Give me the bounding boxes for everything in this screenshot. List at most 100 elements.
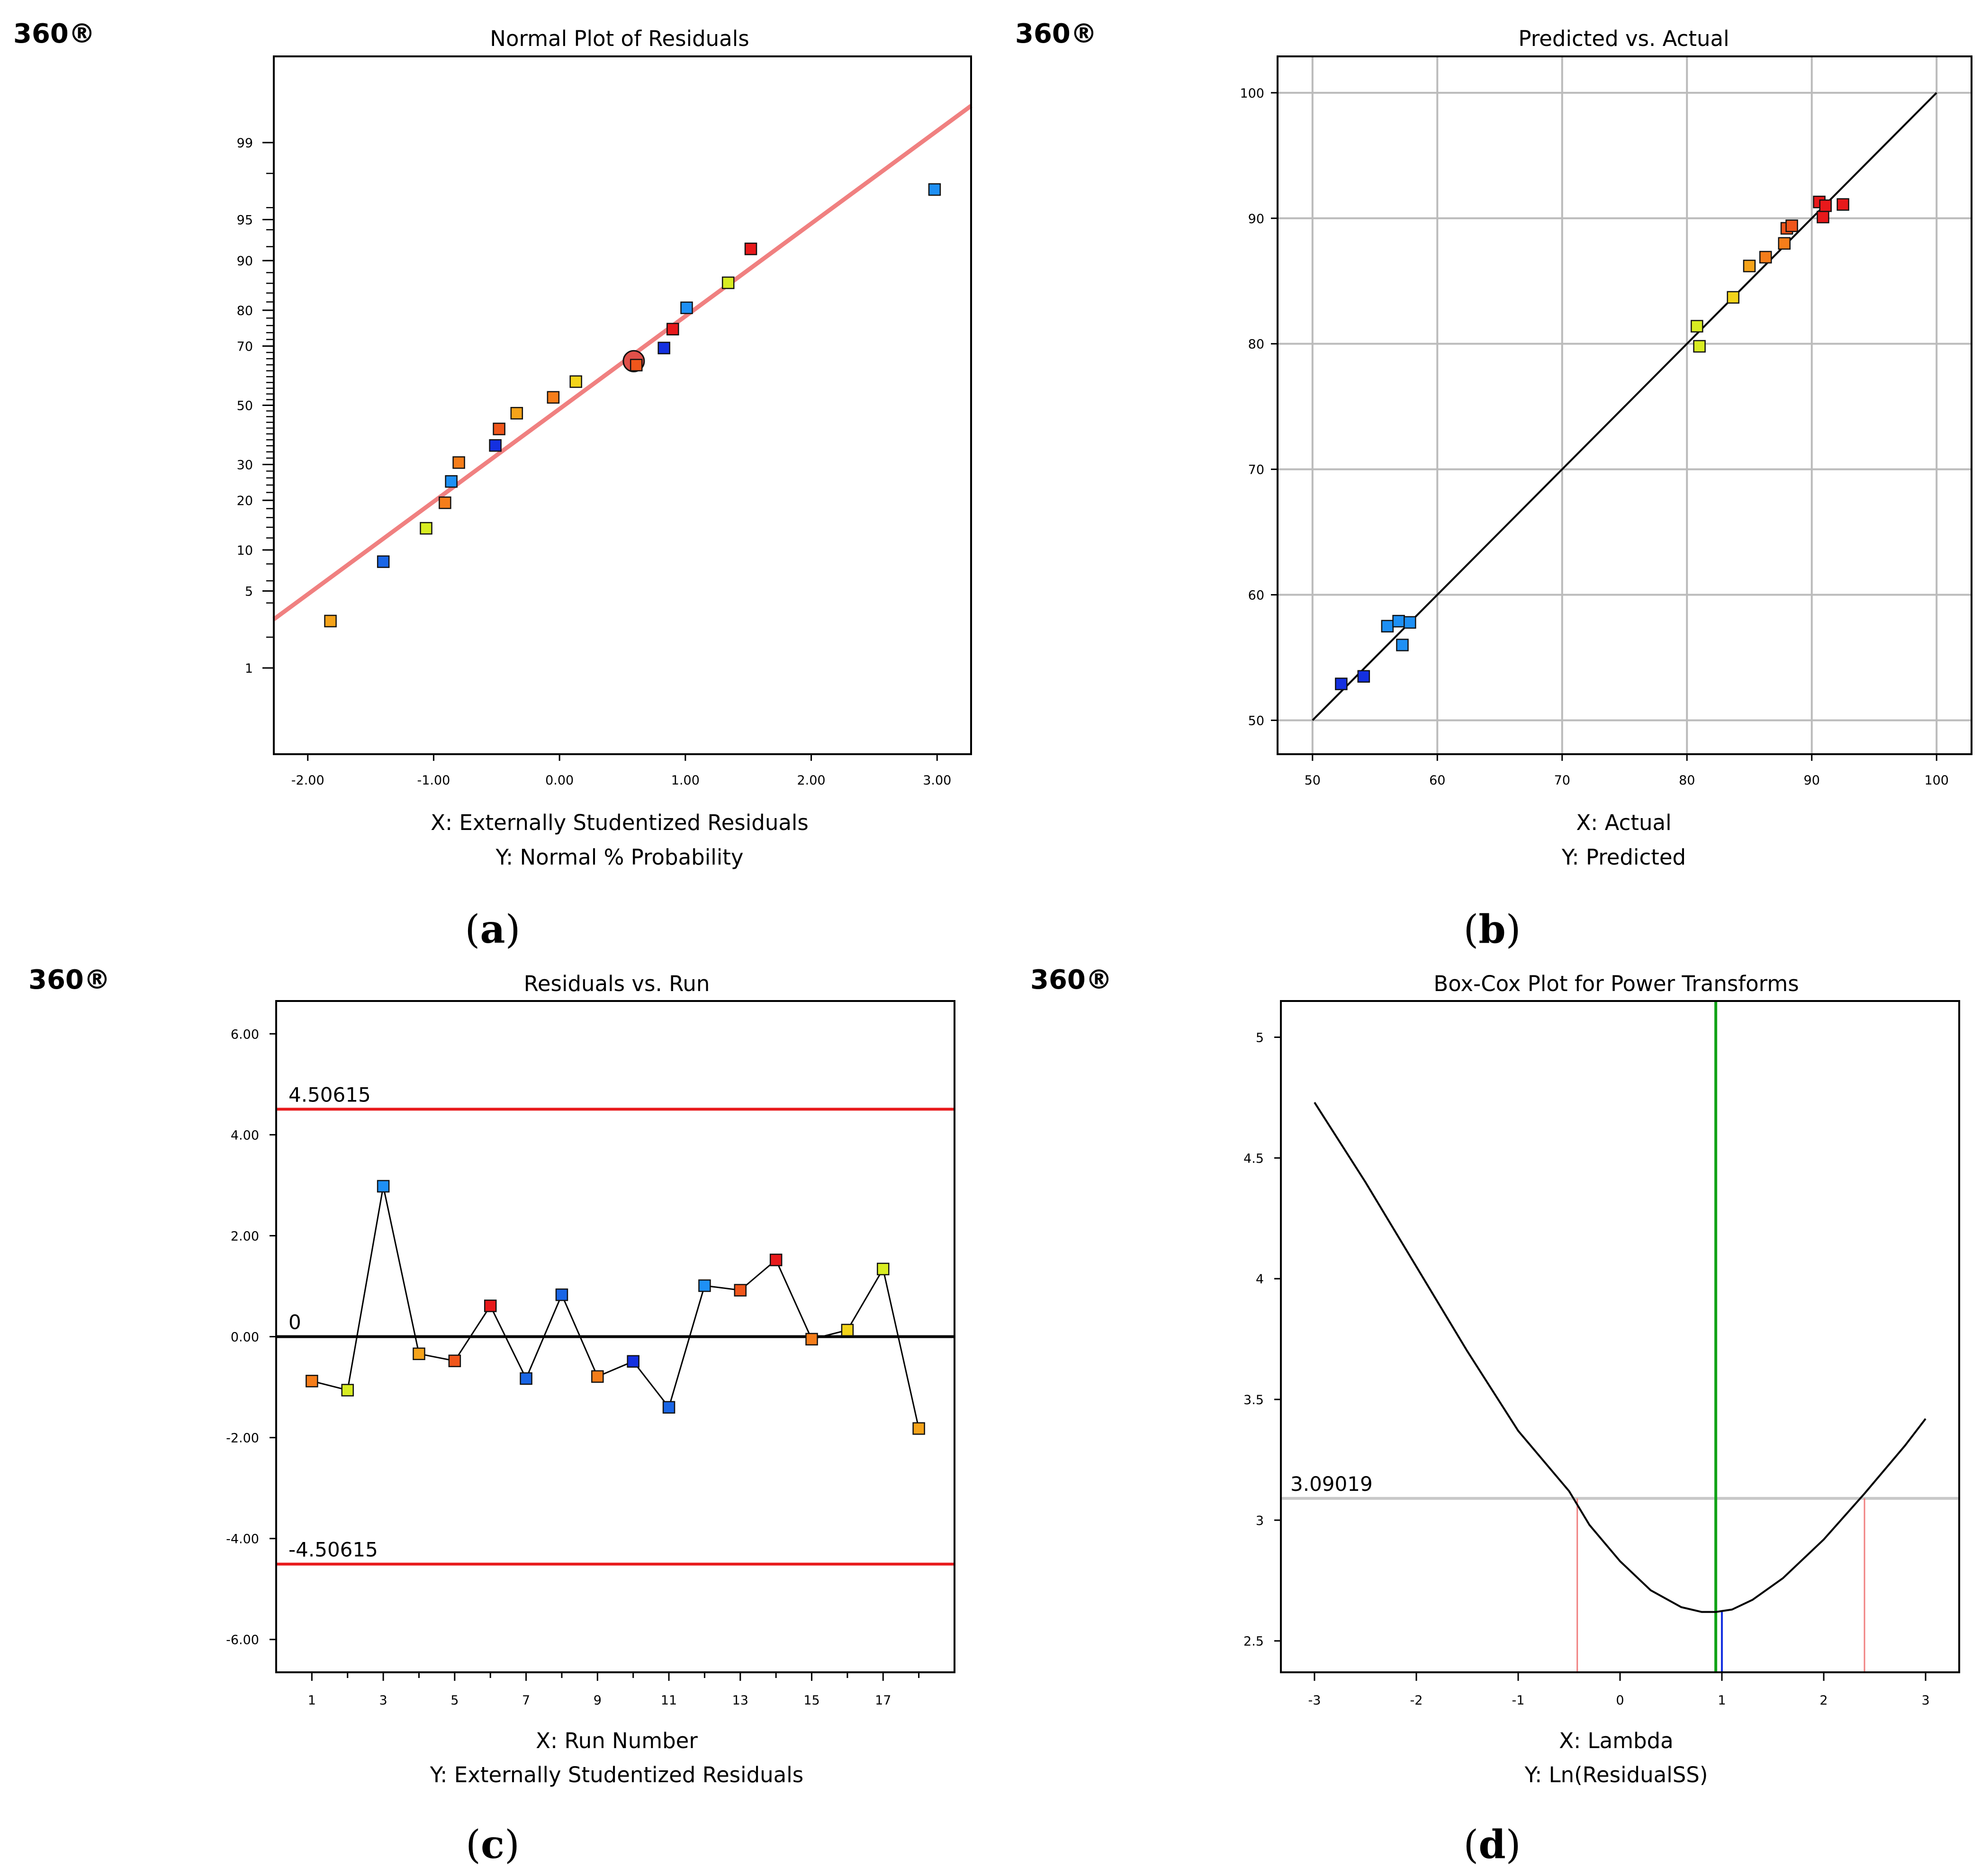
chart-title: Predicted vs. Actual: [1518, 26, 1729, 51]
x-tick-label: 9: [594, 1693, 602, 1708]
chart-title: Residuals vs. Run: [524, 971, 710, 996]
lower-limit-label: -4.50615: [288, 1538, 378, 1561]
x-tick-label: 15: [803, 1693, 819, 1708]
data-point: [377, 1180, 390, 1193]
x-tick-label: 5: [450, 1693, 459, 1708]
chart-title: Box-Cox Plot for Power Transforms: [1433, 971, 1799, 996]
data-point: [630, 359, 643, 371]
x-axis-label: X: Externally Studentized Residuals: [431, 810, 809, 835]
data-point: [1759, 251, 1772, 264]
data-point: [547, 391, 560, 404]
data-point: [569, 375, 582, 388]
y-axis-label: Y: Ln(ResidualSS): [1524, 1762, 1708, 1787]
brand-label: 360®: [1030, 965, 1112, 995]
y-tick-label: 0.00: [231, 1330, 259, 1345]
x-tick-label: 3: [1921, 1693, 1929, 1708]
y-tick-label: 30: [237, 458, 253, 472]
y-tick-label: -4.00: [226, 1532, 259, 1547]
y-tick-label: 5: [245, 585, 253, 599]
data-point: [1381, 620, 1394, 633]
x-tick-label: 80: [1679, 773, 1695, 788]
y-tick-label: -2.00: [226, 1431, 259, 1446]
panel-caption: (b): [1463, 907, 1521, 952]
x-tick-label: -3: [1308, 1693, 1321, 1708]
data-point: [1817, 210, 1829, 224]
plot-frame: [273, 55, 972, 755]
chart-title: Normal Plot of Residuals: [490, 26, 749, 51]
y-axis-label: Y: Predicted: [1561, 845, 1686, 870]
x-tick-label: 100: [1924, 773, 1949, 788]
y-tick-label: 50: [237, 399, 253, 414]
panel-residuals-vs-run: 360® Residuals vs. Run -6.00 -4.00 -2.00 0.…: [28, 965, 955, 1867]
y-tick-label: 5: [1256, 1030, 1264, 1045]
y-tick-label: 80: [237, 304, 253, 318]
data-point: [928, 183, 941, 196]
y-tick-label: 50: [1248, 713, 1264, 728]
data-point: [591, 1370, 604, 1383]
x-tick-label: 1.00: [671, 773, 700, 788]
data-point: [341, 1384, 354, 1397]
plot-area: -6.00-4.00-2.000.002.004.006.001 3 5 7 9 11 13…: [226, 1027, 954, 1708]
data-point: [721, 276, 735, 289]
x-tick-label: 17: [875, 1693, 891, 1708]
y-tick-label: 6.00: [231, 1027, 259, 1042]
data-point: [627, 1355, 639, 1368]
data-point: [452, 456, 465, 469]
brand-label: 360®: [13, 18, 95, 49]
y-tick-label: 20: [237, 494, 253, 508]
x-tick-label: -2: [1410, 1693, 1423, 1708]
x-tick-label: 7: [522, 1693, 530, 1708]
data-point: [377, 555, 390, 568]
panel-box-cox: 360® Box-Cox Plot for Power Transforms 2…: [1030, 965, 1960, 1867]
y-tick-label: 4.5: [1243, 1151, 1264, 1166]
data-point: [1357, 670, 1370, 683]
x-tick-label: 2.00: [797, 773, 825, 788]
data-point: [912, 1422, 925, 1435]
x-axis-label: X: Actual: [1576, 810, 1671, 835]
data-point: [1743, 260, 1756, 272]
y-tick-label: 70: [237, 340, 253, 354]
residual-line: [311, 1186, 920, 1429]
data-point: [306, 1375, 318, 1388]
data-point: [680, 301, 693, 315]
data-point: [484, 1299, 497, 1312]
x-tick-label: -1: [1512, 1693, 1525, 1708]
data-point: [666, 323, 679, 335]
zero-label: 0: [288, 1311, 301, 1334]
x-tick-label: -1.00: [417, 773, 450, 788]
brand-label: 360®: [1015, 18, 1097, 49]
data-point: [420, 522, 432, 535]
box-cox-curve: [1314, 1102, 1927, 1613]
x-tick-label: 50: [1305, 773, 1321, 788]
data-point: [1693, 340, 1706, 353]
x-tick-label: 13: [732, 1693, 748, 1708]
plot-area: 2.5 3 3.5 4 4.5 5 -3 -2 -1 0 1 2 3 3.09019: [1243, 1001, 1959, 1708]
data-point: [1335, 677, 1348, 690]
x-tick-label: 0.00: [545, 773, 574, 788]
plot-frame: [275, 1000, 955, 1673]
data-point: [445, 475, 458, 488]
panel-caption: (c): [466, 1822, 520, 1867]
x-tick-label: 3: [379, 1693, 387, 1708]
upper-limit-label: 4.50615: [288, 1083, 371, 1106]
plot-area: 1 5 10 20 30 50 70 80 90 95 99 -2.00 -1.00 0.00 1.00 2.…: [237, 104, 972, 788]
x-axis-label: X: Run Number: [536, 1728, 698, 1753]
data-point: [520, 1372, 532, 1385]
data-point: [493, 423, 505, 435]
x-tick-label: -2.00: [291, 773, 324, 788]
x-tick-label: 3.00: [923, 773, 951, 788]
y-tick-label: 4.00: [231, 1128, 259, 1143]
data-point: [734, 1284, 747, 1297]
x-tick-label: 1: [308, 1693, 316, 1708]
y-tick-label: 4: [1256, 1272, 1264, 1287]
data-point: [324, 614, 337, 628]
plot-frame: [1277, 55, 1972, 755]
plot-area: 50 60 70 80 90 100 50 60 70 80 90 100: [1240, 56, 1972, 788]
y-tick-label: 60: [1248, 588, 1264, 603]
panel-normal-plot: 360® Normal Plot of Residuals 1 5 10 20 30 50…: [13, 18, 972, 952]
data-point: [841, 1324, 854, 1336]
data-point: [1837, 198, 1849, 211]
panel-predicted-vs-actual: 360® Predicted vs. Actual 50 60 70 80 90 1005…: [1015, 18, 1972, 952]
y-axis-label: Y: Externally Studentized Residuals: [430, 1762, 803, 1787]
